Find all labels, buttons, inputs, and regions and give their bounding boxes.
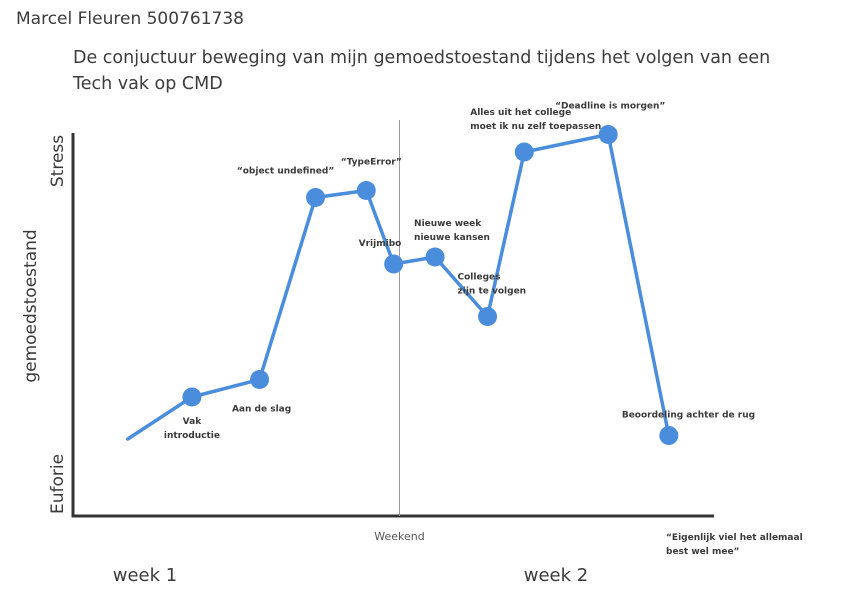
data-point-3 [306,188,326,207]
data-point-8 [514,142,534,162]
data-point-10 [659,426,679,445]
annotation-2: Aan de slag [232,405,291,415]
data-point-1 [182,387,202,407]
annotation-4: “TypeError” [341,158,402,168]
y-axis-title: gemoedstoestand [21,229,41,382]
annotation-9: “Deadline is morgen” [555,102,665,112]
annotation-5: Vrijmibo [359,239,402,249]
annotation-3: “object undefined” [237,167,334,177]
week-2-label: week 2 [524,565,588,586]
data-point-5 [384,254,404,274]
y-axis-bottom-label: Euforie [48,454,68,514]
data-point-7 [478,307,498,326]
footnote: “Eigenlijk viel het allemaal best wel mee… [666,533,803,557]
chart-title: De conjuctuur beweging van mijn gemoedst… [73,48,771,94]
y-axis-top-label: Stress [48,135,68,187]
annotation-10: Beoordeling achter de rug [622,411,755,421]
annotation-6: Nieuwe week nieuwe kansen [414,219,490,243]
annotation-8: Alles uit het college moet ik nu zelf toe… [470,108,601,132]
weekend-label: Weekend [374,530,424,543]
annotation-1: Vak introductie [164,417,220,441]
data-point-6 [425,247,445,267]
week-1-label: week 1 [113,565,177,586]
data-point-9 [598,125,618,144]
author-line: Marcel Fleuren 500761738 [16,9,244,29]
mood-series-line [126,132,671,441]
data-point-2 [250,370,270,389]
data-point-4 [356,181,376,200]
annotation-7: Colleges zijn te volgen [458,273,527,297]
